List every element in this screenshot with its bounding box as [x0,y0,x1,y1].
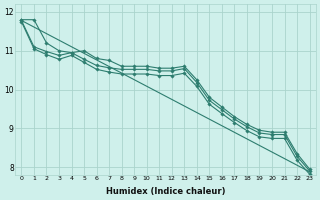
X-axis label: Humidex (Indice chaleur): Humidex (Indice chaleur) [106,187,225,196]
